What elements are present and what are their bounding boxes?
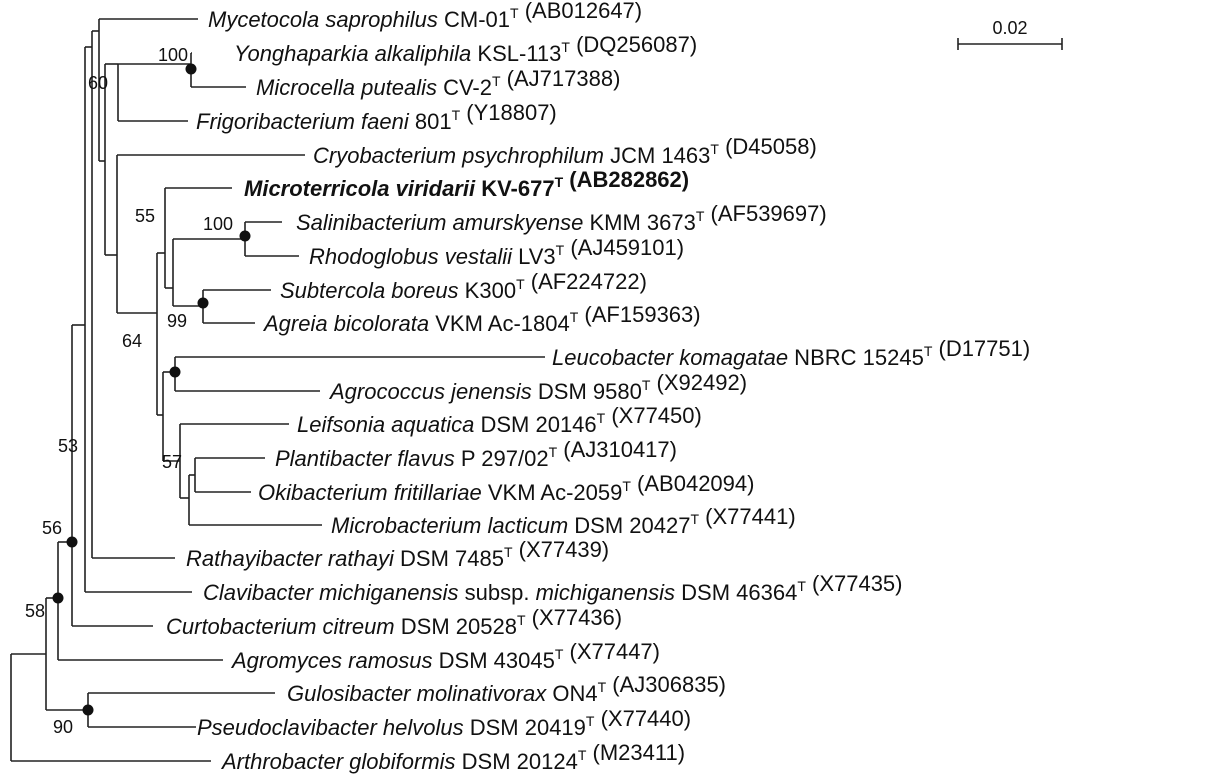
taxon-label-leifsonia: Leifsonia aquatica DSM 20146T (X77450) bbox=[297, 403, 702, 437]
bootstrap-node-dot-5 bbox=[52, 592, 64, 604]
bootstrap-bs-99: 99 bbox=[167, 311, 187, 331]
bootstrap-node-dot-0 bbox=[185, 63, 197, 75]
taxon-label-curtobacterium: Curtobacterium citreum DSM 20528T (X7743… bbox=[166, 605, 622, 639]
tree-branches bbox=[10, 18, 545, 762]
bootstrap-node-dot-1 bbox=[239, 230, 251, 242]
taxon-label-microcella: Microcella putealis CV-2T (AJ717388) bbox=[256, 66, 620, 100]
bootstrap-bs-55: 55 bbox=[135, 206, 155, 226]
taxon-label-mycetocola: Mycetocola saprophilus CM-01T (AB012647) bbox=[208, 0, 642, 32]
bootstrap-bs-58: 58 bbox=[25, 601, 45, 621]
bootstrap-node-dot-3 bbox=[169, 366, 181, 378]
taxon-label-microterricola: Microterricola viridarii KV-677T (AB2828… bbox=[244, 167, 689, 201]
bootstrap-bs-56: 56 bbox=[42, 518, 62, 538]
taxon-labels: Mycetocola saprophilus CM-01T (AB012647)… bbox=[166, 0, 1030, 774]
taxon-label-microbacterium: Microbacterium lacticum DSM 20427T (X774… bbox=[331, 504, 796, 538]
taxon-label-agromyces: Agromyces ramosus DSM 43045T (X77447) bbox=[230, 639, 660, 673]
taxon-label-clavibacter: Clavibacter michiganensis subsp. michiga… bbox=[203, 571, 903, 605]
taxon-label-okibacterium: Okibacterium fritillariae VKM Ac-2059T (… bbox=[258, 471, 754, 505]
scale-bar-label: 0.02 bbox=[992, 18, 1027, 38]
bootstrap-bs-53: 53 bbox=[58, 436, 78, 456]
taxon-label-rathayibacter: Rathayibacter rathayi DSM 7485T (X77439) bbox=[186, 537, 609, 571]
taxon-label-pseudoclavibacter: Pseudoclavibacter helvolus DSM 20419T (X… bbox=[197, 706, 691, 740]
taxon-label-salinibacterium: Salinibacterium amurskyense KMM 3673T (A… bbox=[296, 201, 827, 235]
taxon-label-subtercola: Subtercola boreus K300T (AF224722) bbox=[280, 269, 647, 303]
taxon-label-yonghaparkia: Yonghaparkia alkaliphila KSL-113T (DQ256… bbox=[234, 32, 697, 66]
bootstrap-bs-64: 64 bbox=[122, 331, 142, 351]
bootstrap-bs-60: 60 bbox=[88, 73, 108, 93]
taxon-label-gulosibacter: Gulosibacter molinativorax ON4T (AJ30683… bbox=[287, 672, 726, 706]
bootstrap-bs-100-a: 100 bbox=[158, 45, 188, 65]
taxon-label-plantibacter: Plantibacter flavus P 297/02T (AJ310417) bbox=[275, 437, 677, 471]
taxon-label-cryobacterium: Cryobacterium psychrophilum JCM 1463T (D… bbox=[313, 134, 817, 168]
taxon-label-agreia: Agreia bicolorata VKM Ac-1804T (AF159363… bbox=[262, 302, 701, 336]
bootstrap-node-dot-2 bbox=[197, 297, 209, 309]
bootstrap-node-dot-6 bbox=[82, 704, 94, 716]
taxon-label-rhodoglobus: Rhodoglobus vestalii LV3T (AJ459101) bbox=[309, 235, 684, 269]
bootstrap-node-dot-4 bbox=[66, 536, 78, 548]
taxon-label-leucobacter: Leucobacter komagatae NBRC 15245T (D1775… bbox=[552, 336, 1030, 370]
taxon-label-frigoribacterium: Frigoribacterium faeni 801T (Y18807) bbox=[196, 100, 557, 134]
bootstrap-bs-57: 57 bbox=[162, 452, 182, 472]
bootstrap-labels: 100 60 55 100 99 64 57 53 56 58 90 bbox=[25, 45, 233, 737]
taxon-label-arthrobacter: Arthrobacter globiformis DSM 20124T (M23… bbox=[220, 740, 685, 774]
taxon-label-agrococcus: Agrococcus jenensis DSM 9580T (X92492) bbox=[328, 370, 747, 404]
bootstrap-bs-100-b: 100 bbox=[203, 214, 233, 234]
bootstrap-bs-90: 90 bbox=[53, 717, 73, 737]
scale-bar: 0.02 bbox=[957, 18, 1063, 50]
node-markers bbox=[52, 63, 251, 716]
